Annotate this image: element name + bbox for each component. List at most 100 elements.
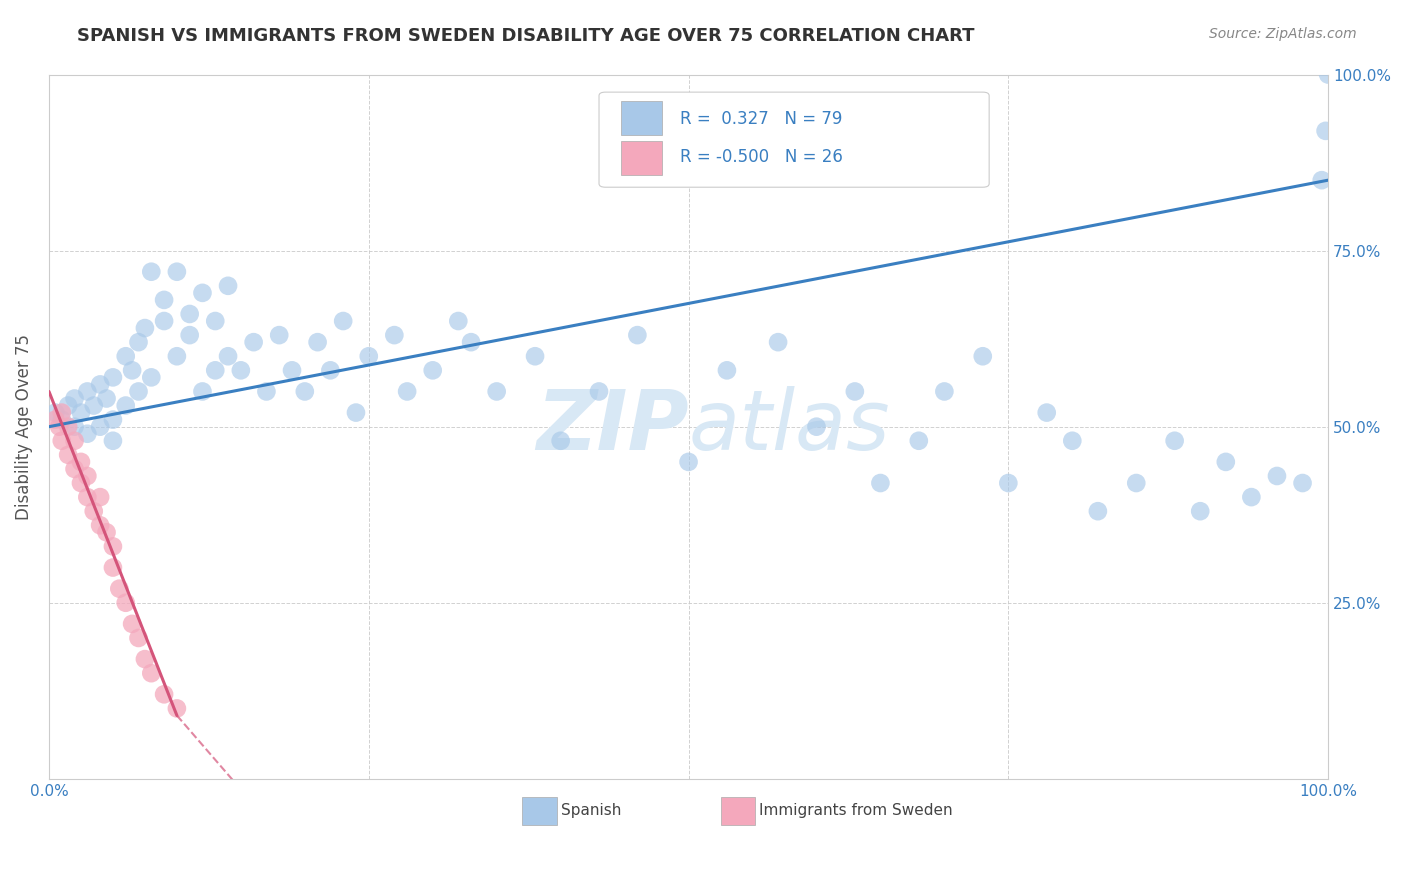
Point bbox=[191, 285, 214, 300]
Text: Immigrants from Sweden: Immigrants from Sweden bbox=[759, 803, 952, 818]
Text: Spanish: Spanish bbox=[561, 803, 621, 818]
Point bbox=[806, 419, 828, 434]
Text: atlas: atlas bbox=[689, 386, 890, 467]
Point bbox=[153, 687, 176, 701]
Text: SPANISH VS IMMIGRANTS FROM SWEDEN DISABILITY AGE OVER 75 CORRELATION CHART: SPANISH VS IMMIGRANTS FROM SWEDEN DISABI… bbox=[77, 27, 974, 45]
Point bbox=[96, 525, 118, 540]
Text: ZIP: ZIP bbox=[536, 386, 689, 467]
Point bbox=[134, 652, 156, 666]
Point bbox=[396, 384, 419, 399]
Point bbox=[869, 476, 891, 491]
Point bbox=[63, 434, 86, 448]
Point bbox=[89, 377, 111, 392]
Point bbox=[51, 406, 73, 420]
Point bbox=[76, 469, 98, 483]
Point bbox=[166, 701, 188, 715]
Point bbox=[63, 462, 86, 476]
Point bbox=[934, 384, 956, 399]
Point bbox=[153, 314, 176, 328]
Text: Source: ZipAtlas.com: Source: ZipAtlas.com bbox=[1209, 27, 1357, 41]
Point bbox=[229, 363, 252, 377]
Point bbox=[1125, 476, 1147, 491]
Point bbox=[63, 419, 86, 434]
Point bbox=[307, 335, 329, 350]
Point bbox=[108, 582, 131, 596]
Point bbox=[191, 384, 214, 399]
Bar bbox=[621, 141, 662, 175]
Point bbox=[101, 540, 124, 554]
Point bbox=[76, 490, 98, 504]
Point bbox=[1317, 68, 1340, 82]
Point bbox=[89, 419, 111, 434]
Point bbox=[678, 455, 700, 469]
Point bbox=[344, 406, 367, 420]
Point bbox=[997, 476, 1019, 491]
Point bbox=[588, 384, 610, 399]
Point bbox=[134, 321, 156, 335]
Point bbox=[460, 335, 482, 350]
Point bbox=[254, 384, 277, 399]
Point bbox=[44, 412, 66, 426]
Point bbox=[101, 560, 124, 574]
Point bbox=[114, 596, 136, 610]
Point bbox=[101, 434, 124, 448]
Point bbox=[70, 406, 93, 420]
Point bbox=[96, 392, 118, 406]
Point bbox=[153, 293, 176, 307]
Point bbox=[1310, 173, 1333, 187]
Point bbox=[101, 370, 124, 384]
Point bbox=[121, 363, 143, 377]
Point bbox=[217, 278, 239, 293]
Bar bbox=[522, 797, 557, 824]
Point bbox=[44, 406, 66, 420]
Point bbox=[1062, 434, 1084, 448]
Point bbox=[141, 265, 163, 279]
Point bbox=[166, 349, 188, 363]
Point bbox=[1315, 124, 1337, 138]
Point bbox=[48, 419, 70, 434]
Point bbox=[1087, 504, 1109, 518]
Point bbox=[128, 631, 150, 645]
Point bbox=[550, 434, 572, 448]
Point bbox=[332, 314, 354, 328]
Point bbox=[382, 328, 405, 343]
Point bbox=[524, 349, 547, 363]
Point bbox=[83, 504, 105, 518]
Point bbox=[242, 335, 264, 350]
Point bbox=[51, 434, 73, 448]
Point bbox=[114, 399, 136, 413]
Point bbox=[70, 455, 93, 469]
Bar bbox=[720, 797, 755, 824]
Point bbox=[716, 363, 738, 377]
Point bbox=[204, 363, 226, 377]
Point bbox=[281, 363, 304, 377]
Point bbox=[128, 335, 150, 350]
Point bbox=[626, 328, 648, 343]
Point bbox=[89, 518, 111, 533]
Point bbox=[907, 434, 929, 448]
Point bbox=[217, 349, 239, 363]
Point bbox=[1215, 455, 1237, 469]
FancyBboxPatch shape bbox=[599, 92, 990, 187]
Point bbox=[972, 349, 994, 363]
Point bbox=[179, 328, 201, 343]
Text: R =  0.327   N = 79: R = 0.327 N = 79 bbox=[679, 111, 842, 128]
Point bbox=[89, 490, 111, 504]
Point bbox=[70, 476, 93, 491]
Text: R = -0.500   N = 26: R = -0.500 N = 26 bbox=[679, 148, 842, 166]
Point bbox=[114, 349, 136, 363]
Point bbox=[294, 384, 316, 399]
Point bbox=[179, 307, 201, 321]
Point bbox=[128, 384, 150, 399]
Point bbox=[101, 412, 124, 426]
Point bbox=[1035, 406, 1057, 420]
Point bbox=[56, 399, 79, 413]
Point bbox=[56, 419, 79, 434]
Point bbox=[1163, 434, 1185, 448]
Point bbox=[51, 412, 73, 426]
Point bbox=[83, 399, 105, 413]
Point bbox=[141, 370, 163, 384]
Point bbox=[1265, 469, 1288, 483]
Point bbox=[357, 349, 380, 363]
Point bbox=[447, 314, 470, 328]
